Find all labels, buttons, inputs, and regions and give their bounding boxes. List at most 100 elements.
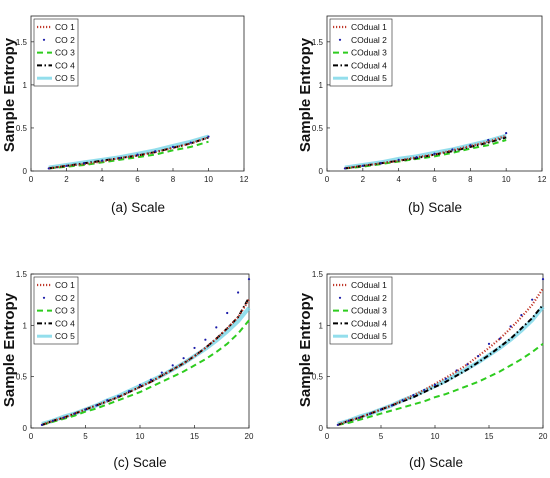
x-tick-label: 2 — [64, 175, 69, 184]
y-tick-label: 1.5 — [312, 270, 324, 279]
data-point — [390, 404, 393, 407]
x-tick-label: 12 — [538, 175, 547, 184]
data-point — [62, 416, 65, 419]
y-tick-label: 0 — [319, 167, 324, 176]
data-point — [73, 412, 76, 415]
legend-box — [329, 18, 393, 87]
x-tick-label: 0 — [29, 432, 34, 441]
legend-label: COdual 4 — [351, 318, 387, 328]
x-tick-label: 15 — [190, 432, 199, 441]
series-line — [344, 139, 507, 170]
series-line — [41, 319, 250, 426]
data-point — [106, 399, 109, 402]
data-point — [128, 389, 131, 393]
data-point — [423, 388, 426, 392]
data-point — [138, 383, 142, 386]
legend-label: CO 2 — [55, 293, 75, 303]
data-point — [65, 164, 68, 167]
x-tick-label: 5 — [83, 432, 88, 441]
data-point — [433, 383, 437, 386]
y-tick-label: 1.5 — [16, 270, 28, 279]
legend-label: CO 5 — [55, 331, 75, 341]
y-tick-label: 0.5 — [312, 373, 324, 382]
data-point — [397, 158, 400, 161]
legend-box — [33, 276, 79, 345]
x-tick-label: 12 — [240, 175, 249, 184]
data-point — [84, 408, 87, 411]
series-3 — [344, 139, 507, 170]
data-point — [51, 419, 54, 422]
data-point — [171, 364, 174, 367]
legend-label: COdual 5 — [351, 73, 387, 83]
data-point — [477, 355, 480, 358]
data-point — [487, 138, 490, 142]
series-2 — [47, 135, 210, 170]
x-tick-label: 20 — [539, 432, 548, 441]
data-point — [40, 423, 44, 427]
legend-label: COdual 1 — [351, 280, 387, 290]
y-axis-label: Sample Entropy — [297, 37, 314, 152]
x-tick-label: 10 — [431, 432, 440, 441]
y-tick-label: 1 — [23, 81, 28, 90]
data-point — [505, 132, 508, 135]
series-1 — [41, 299, 250, 426]
data-point — [189, 141, 192, 144]
data-point — [469, 144, 472, 147]
series-line — [337, 287, 544, 426]
legend-label: CO 4 — [55, 60, 75, 70]
y-axis-label: Sample Entropy — [297, 292, 314, 407]
y-tick-label: 0.5 — [312, 124, 324, 133]
legend-label: COdual 1 — [351, 22, 387, 32]
x-tick-label: 6 — [135, 175, 140, 184]
series-3 — [41, 319, 250, 426]
data-point — [361, 164, 364, 167]
data-point — [149, 378, 152, 381]
data-point — [171, 145, 175, 148]
series-line — [337, 343, 544, 426]
legend-label: CO 4 — [55, 318, 75, 328]
data-point — [379, 408, 383, 411]
x-tick-label: 20 — [245, 432, 254, 441]
legend: COdual 1 COdual 2 COdual 3 COdual 4 COdual 5 — [329, 18, 393, 87]
panel-caption: (c) Scale — [113, 455, 166, 470]
data-point — [412, 394, 415, 397]
legend-label: COdual 3 — [351, 48, 387, 58]
legend-label: CO 1 — [55, 22, 75, 32]
legend-label: COdual 5 — [351, 331, 387, 341]
legend: CO 1 CO 2 CO 3 CO 4 CO 5 — [33, 276, 79, 345]
data-point — [154, 150, 157, 153]
x-tick-label: 0 — [325, 432, 330, 441]
legend-label: COdual 4 — [351, 60, 387, 70]
y-axis-label: Sample Entropy — [1, 37, 18, 152]
series-1 — [344, 134, 507, 170]
data-point — [160, 371, 163, 374]
data-point — [347, 419, 350, 422]
y-tick-label: 0 — [23, 424, 28, 433]
y-tick-label: 0.5 — [16, 124, 28, 133]
data-point — [498, 337, 501, 340]
y-axis-label: Sample Entropy — [1, 292, 18, 407]
data-point — [237, 291, 240, 294]
data-point — [226, 311, 229, 315]
y-tick-label: 1 — [319, 321, 324, 330]
chart-panel-3: 0 5 10 15 20 0 0.5 1 1.5 Sample Entropy (c) Scale C… — [1, 270, 254, 470]
x-tick-label: 10 — [136, 432, 145, 441]
legend-swatch — [338, 38, 342, 41]
data-point — [343, 167, 347, 170]
series-line — [41, 299, 250, 426]
series-line — [344, 134, 507, 170]
series-2 — [40, 278, 251, 427]
panel-caption: (a) Scale — [111, 200, 165, 215]
x-tick-label: 15 — [485, 432, 494, 441]
series-2 — [343, 132, 508, 170]
chart-panel-4: 0 5 10 15 20 0 0.5 1 1.5 Sample Entropy (d) Scale C… — [297, 270, 548, 470]
legend-label: CO 2 — [55, 35, 75, 45]
legend: COdual 1 COdual 2 COdual 3 COdual 4 COdual 5 — [329, 276, 393, 345]
data-point — [401, 399, 404, 402]
data-point — [47, 167, 50, 170]
data-point — [204, 338, 207, 341]
data-point — [379, 162, 382, 165]
